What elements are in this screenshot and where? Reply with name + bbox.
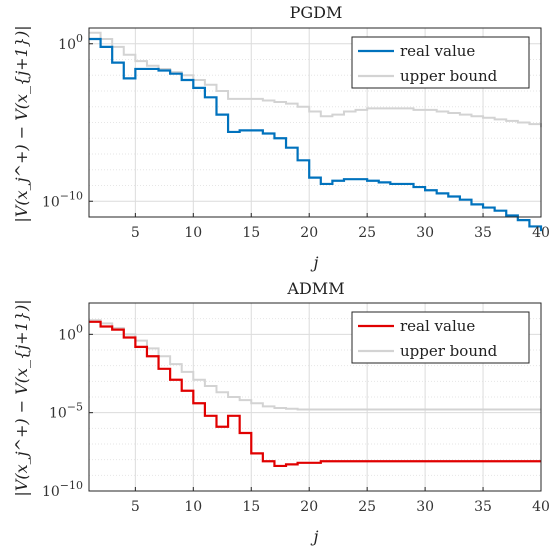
y-tick-label: 100 (58, 322, 83, 343)
x-tick-label: 5 (131, 499, 140, 515)
x-tick-label: 5 (131, 225, 140, 241)
x-tick-label: 20 (300, 225, 318, 241)
x-tick-label: 35 (474, 499, 492, 515)
pgdm-x-ticks: 5 10 15 20 25 30 35 40 (131, 213, 550, 241)
x-tick-label: 15 (242, 225, 260, 241)
admm-legend: real value upper bound (351, 311, 530, 364)
x-tick-label: 25 (358, 225, 376, 241)
y-tick-label: 10−10 (42, 189, 83, 210)
admm-axes-frame (88, 302, 542, 492)
admm-series-real-value-line (89, 320, 541, 468)
pgdm-legend-box (351, 36, 530, 89)
legend-label: upper bound (400, 342, 498, 360)
pgdm-legend: real value upper bound (351, 36, 530, 89)
admm-title: ADMM (286, 279, 344, 298)
pgdm-x-label: j (311, 253, 319, 272)
legend-label: upper bound (400, 67, 498, 85)
pgdm-axes-frame (88, 27, 542, 218)
x-tick-label: 15 (242, 499, 260, 515)
pgdm-y-ticks: 100 10−10 (42, 32, 93, 210)
x-tick-label: 10 (184, 499, 202, 515)
pgdm-series-real-value-line (89, 37, 543, 232)
pgdm-series (89, 31, 543, 232)
admm-series-upper-bound-line (89, 319, 541, 411)
x-tick-label: 40 (532, 499, 550, 515)
admm-y-label-text: |V(x_j^+) − V(x_{j+1})| (12, 299, 31, 496)
legend-label: real value (400, 42, 475, 60)
x-tick-label: 25 (358, 499, 376, 515)
admm-legend-box (351, 311, 530, 364)
admm-y-label: |V(x_j^+) − V(x_{j+1})| (12, 299, 31, 496)
legend-label: real value (400, 317, 475, 335)
x-tick-label: 40 (532, 225, 550, 241)
x-tick-label: 30 (416, 499, 434, 515)
admm-panel: ADMM 5 10 15 20 25 30 35 40 100 10−5 10−10 j |V(x… (12, 279, 550, 546)
x-tick-label: 10 (184, 225, 202, 241)
y-tick-label: 100 (58, 32, 83, 53)
y-tick-label: 10−5 (49, 401, 83, 422)
pgdm-panel: PGDM 5 10 15 20 25 30 35 40 100 10−10 j |V(x_j^+… (12, 3, 550, 272)
pgdm-y-label-text: |V(x_j^+) − V(x_{j+1})| (12, 25, 31, 222)
admm-y-ticks: 100 10−5 10−10 (42, 322, 93, 500)
admm-x-label: j (311, 527, 319, 546)
x-tick-label: 30 (416, 225, 434, 241)
pgdm-y-label: |V(x_j^+) − V(x_{j+1})| (12, 25, 31, 222)
y-tick-label: 10−10 (42, 479, 83, 500)
pgdm-title: PGDM (290, 3, 343, 22)
admm-series (89, 319, 541, 468)
admm-x-ticks: 5 10 15 20 25 30 35 40 (131, 487, 550, 515)
x-tick-label: 20 (300, 499, 318, 515)
x-tick-label: 35 (474, 225, 492, 241)
